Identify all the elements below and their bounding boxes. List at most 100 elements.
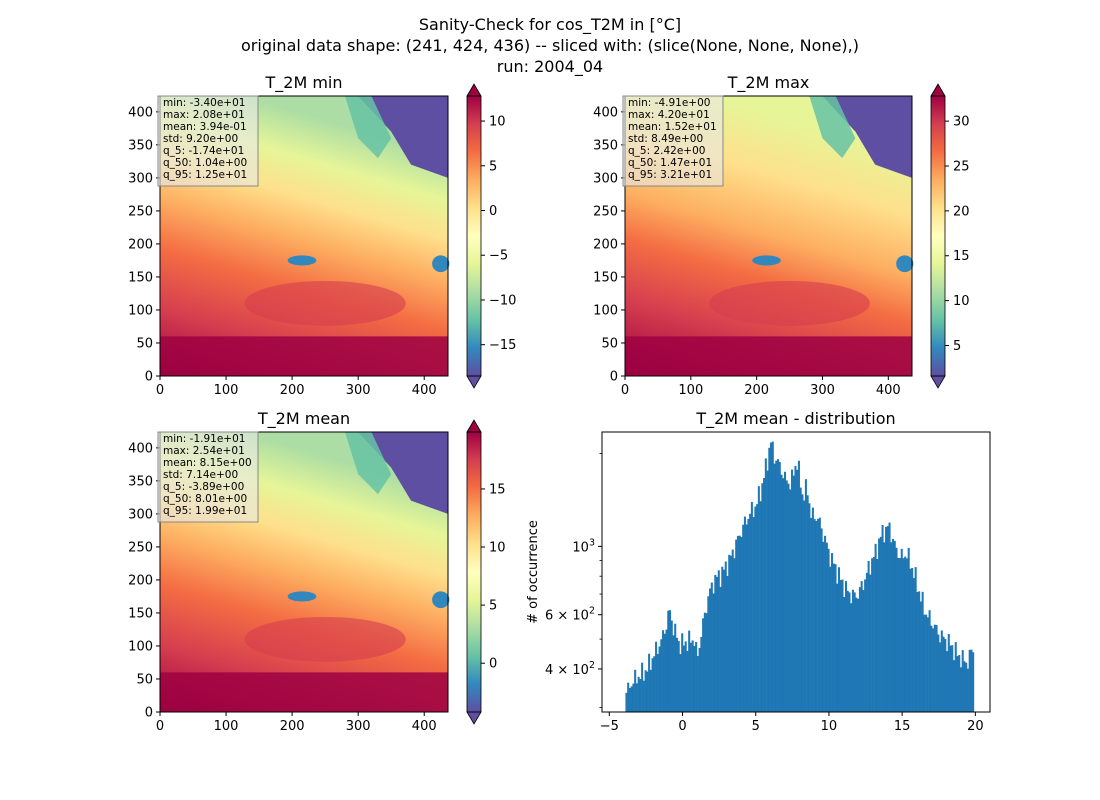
histogram-bar	[883, 542, 886, 712]
histogram-bar	[881, 525, 884, 712]
histogram-bar	[728, 554, 731, 712]
histogram-bar	[670, 620, 673, 712]
histogram-bar	[850, 603, 853, 712]
histogram-bar	[710, 582, 713, 712]
y-tick-label: 100	[593, 303, 618, 318]
histogram-bar	[677, 640, 680, 712]
colorbar-tick-label: 20	[953, 204, 970, 219]
histogram-bar	[674, 623, 677, 712]
map-panel-3: 0 100 200 300 400050100150200250300350400T_2…	[128, 409, 505, 734]
y-tick-label: 300	[593, 171, 618, 186]
histogram-bar	[959, 667, 962, 712]
hist-y-tick-label: 103	[572, 537, 595, 555]
histogram-bar	[783, 471, 787, 712]
histogram-bar	[865, 572, 868, 712]
histogram-bar	[660, 639, 663, 712]
colorbar-tick-label: 10	[953, 294, 970, 309]
histogram-bar	[857, 598, 860, 712]
axes-frame	[159, 95, 449, 377]
x-tick-label: 400	[412, 383, 437, 398]
y-tick-label: 100	[128, 639, 153, 654]
heatmap-south-band	[160, 336, 448, 376]
y-tick-label: 50	[136, 336, 153, 351]
stats-line: q_50: 8.01e+00	[163, 493, 247, 505]
histogram-bar	[675, 637, 678, 712]
histogram-bar	[639, 678, 642, 712]
histogram-bar	[785, 480, 788, 712]
histogram-bar	[672, 635, 675, 712]
histogram-bar	[961, 650, 964, 712]
histogram-bar	[874, 543, 877, 712]
heatmap-caucasus	[432, 255, 450, 273]
histogram-bar	[663, 633, 666, 712]
histogram-bar	[738, 535, 741, 712]
histogram-bar	[827, 548, 830, 712]
colorbar-tick-label: 10	[489, 115, 506, 130]
stats-line: mean: 3.94e-01	[163, 121, 247, 133]
histogram-bar	[886, 526, 889, 712]
histogram-bar	[876, 559, 879, 712]
histogram-bar	[965, 662, 968, 712]
histogram-bars	[625, 441, 975, 712]
histogram-bar	[759, 501, 762, 712]
colorbar-tick-label: 0	[489, 204, 497, 219]
histogram-bar	[937, 634, 940, 712]
histogram-bar	[656, 653, 659, 712]
panel-title: T_2M min	[264, 73, 342, 93]
histogram-axes-frame	[601, 431, 991, 713]
histogram-bar	[919, 601, 922, 712]
panel-title: T_2M mean	[257, 409, 350, 429]
histogram-bar	[648, 653, 651, 712]
colorbar-tick-label: 5	[489, 159, 497, 174]
histogram-bar	[763, 477, 766, 712]
x-tick-label: 400	[412, 719, 437, 734]
histogram-bar	[911, 568, 914, 712]
histogram-bar	[834, 564, 837, 712]
histogram-bar	[686, 650, 689, 712]
stats-line: mean: 1.52e+01	[628, 121, 717, 133]
hist-x-tick-label: 10	[821, 719, 838, 734]
histogram-bar	[817, 518, 820, 712]
x-tick-label: 0	[156, 719, 164, 734]
histogram-bar	[716, 576, 719, 712]
histogram-bar	[634, 669, 637, 712]
suptitle: Sanity-Check for cos_T2M in [°C] origina…	[241, 15, 859, 77]
map-panel-2: 0 100 200 300 400 0 50 100 150 200 250 300 350 400 T_2…	[593, 73, 969, 398]
histogram-bar	[825, 542, 828, 712]
histogram-bar	[946, 651, 949, 712]
y-tick-label: 200	[128, 237, 153, 252]
histogram-bar	[742, 524, 745, 712]
histogram-bar	[944, 638, 947, 712]
y-tick-label: 300	[128, 171, 153, 186]
hist-y-tick-exponent: 3	[589, 537, 595, 548]
heatmap-south-band	[625, 336, 912, 376]
map-panel-1: 0 100 200 300 400050100150200250300350400T_2…	[128, 73, 516, 398]
y-tick-label: 250	[593, 204, 618, 219]
y-tick-label: 0	[145, 706, 153, 721]
histogram-bar	[836, 583, 839, 712]
stats-line: min: -1.91e+01	[163, 433, 245, 445]
histogram-bar	[956, 656, 959, 712]
histogram-bar	[770, 442, 773, 712]
histogram-bar	[895, 547, 898, 712]
histogram-bar	[972, 652, 975, 712]
hist-y-tick-base: 4 × 10	[545, 663, 589, 678]
histogram-bar	[787, 483, 790, 712]
stats-line: min: -4.91e+00	[628, 97, 710, 109]
heatmap-south-band	[160, 672, 448, 712]
heatmap-alps	[287, 591, 317, 602]
histogram-bar	[806, 495, 809, 712]
y-tick-label: 150	[593, 270, 618, 285]
histogram-bar	[735, 539, 738, 712]
x-tick-label: 100	[678, 383, 703, 398]
stats-line: q_5: 2.42e+00	[628, 145, 705, 157]
stats-line: mean: 8.15e+00	[163, 457, 252, 469]
histogram-bar	[963, 661, 966, 712]
map-panels: 0 100 200 300 400050100150200250300350400T_2…	[128, 73, 969, 734]
histogram-bar	[843, 596, 846, 712]
histogram-bar	[641, 662, 644, 712]
histogram-bar	[768, 447, 771, 712]
histogram-bar	[646, 671, 649, 712]
histogram-title: T_2M mean - distribution	[695, 409, 895, 429]
